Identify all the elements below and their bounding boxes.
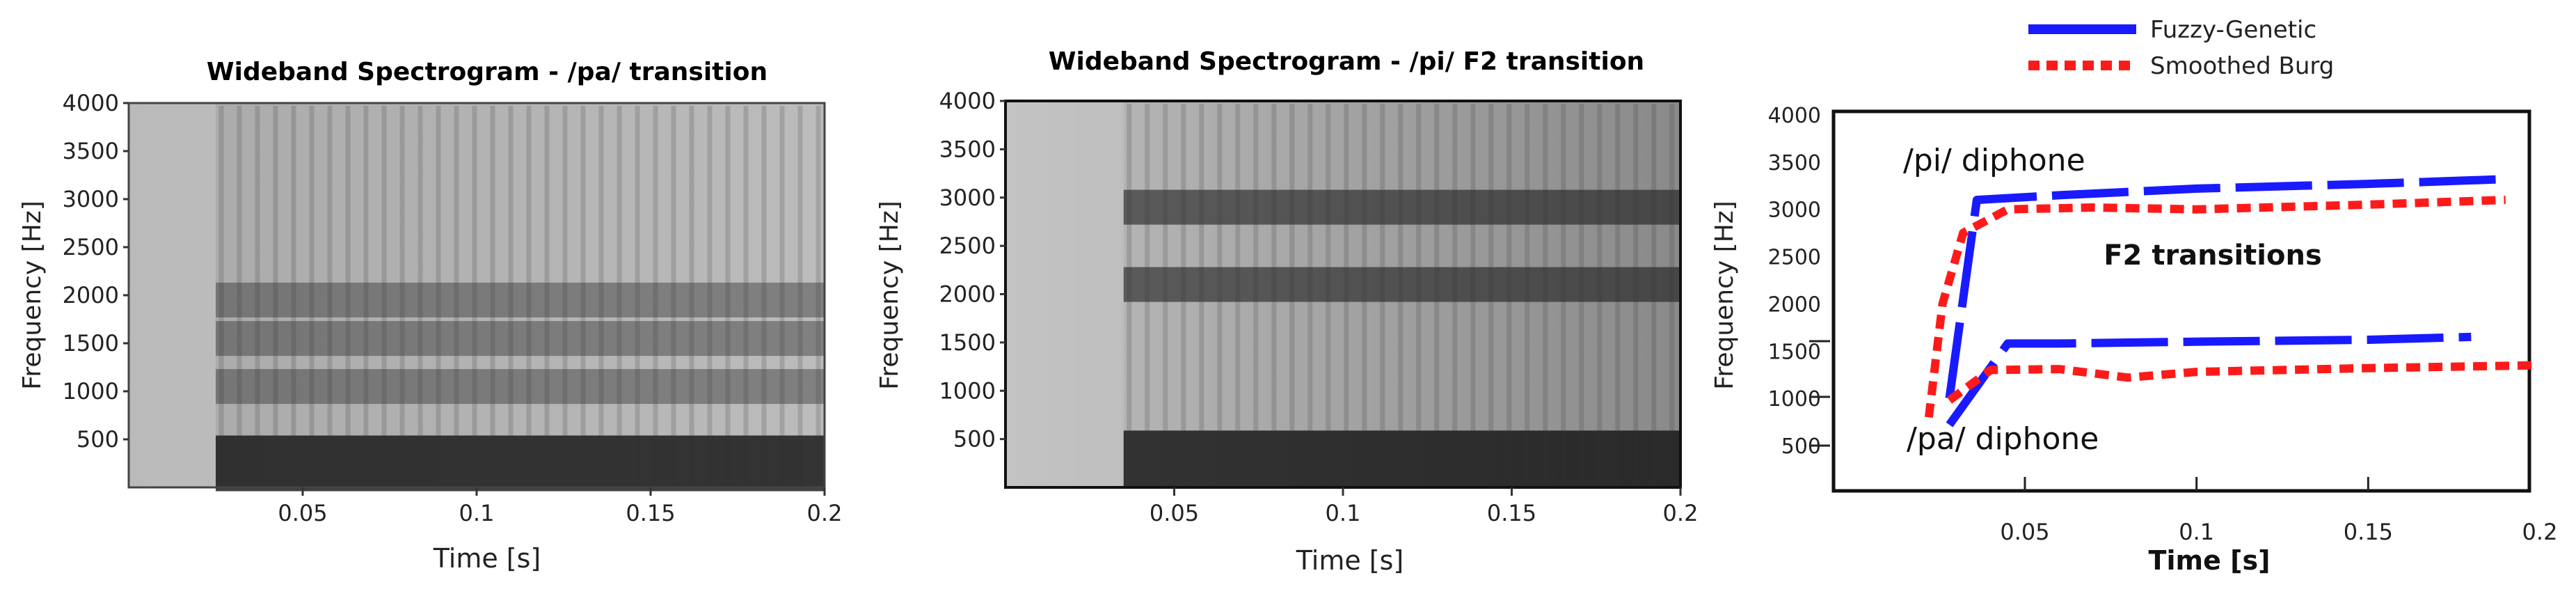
formant-band <box>216 321 825 356</box>
y-tick-label: 2500 <box>1768 246 1821 270</box>
y-tick-label: 2000 <box>1768 292 1821 317</box>
x-tick-label: 0.15 <box>2344 519 2393 545</box>
formant-band <box>1123 267 1680 302</box>
y-tick-label: 3500 <box>939 136 996 162</box>
y-tick-label: 1500 <box>63 330 119 356</box>
y-tick-label: 4000 <box>63 90 119 116</box>
x-tick-label: 0.05 <box>2000 519 2049 545</box>
f2-plot-frame <box>1831 109 2531 493</box>
pi-diphone-annotation: /pi/ diphone <box>1903 143 2085 178</box>
pi-y-axis-label: Frequency [Hz] <box>875 201 904 389</box>
y-tick-label: 500 <box>77 426 119 453</box>
formant-band <box>1123 430 1680 487</box>
pre-voicing-region <box>129 103 216 487</box>
y-tick-label: 1000 <box>1768 387 1821 411</box>
formant-band <box>216 282 825 317</box>
smoothed-burg-line <box>1924 196 2506 418</box>
pa-x-axis-label: Time [s] <box>433 543 541 574</box>
x-tick-label: 0.05 <box>1150 500 1199 526</box>
y-tick-label: 1500 <box>1768 340 1821 364</box>
y-tick-label: 3000 <box>1768 198 1821 223</box>
x-tick-label: 0.15 <box>1487 500 1536 526</box>
pre-voicing-region <box>1005 101 1124 487</box>
y-tick-label: 1000 <box>63 378 119 405</box>
y-tick-label: 2000 <box>939 281 996 308</box>
pa-spectrogram-image <box>129 103 825 487</box>
f2-transitions-panel: Fuzzy-Genetic Smoothed Burg 0.05 0.1 0.15 0… <box>1710 16 2557 576</box>
y-tick-label: 3000 <box>63 186 119 212</box>
legend: Fuzzy-Genetic Smoothed Burg <box>2028 16 2334 80</box>
pi-spectrogram-panel: Wideband Spectrogram - /pi/ F2 transitio… <box>875 47 1698 576</box>
f2-x-axis-label: Time [s] <box>2149 545 2271 576</box>
y-tick-label: 4000 <box>1768 104 1821 128</box>
x-tick-label: 0.2 <box>2522 519 2558 545</box>
pi-x-axis-label: Time [s] <box>1296 545 1404 576</box>
y-tick-label: 3500 <box>63 138 119 164</box>
y-tick-label: 2500 <box>63 234 119 260</box>
y-tick-label: 500 <box>953 426 996 453</box>
f2-y-axis-label: Frequency [Hz] <box>1710 201 1739 389</box>
pi-spectrogram-title: Wideband Spectrogram - /pi/ F2 transitio… <box>1049 47 1644 76</box>
formant-band <box>216 369 825 405</box>
x-tick-label: 0.1 <box>459 500 495 526</box>
pa-y-axis-label: Frequency [Hz] <box>18 201 47 389</box>
legend-label-smoothed-burg: Smoothed Burg <box>2150 52 2334 80</box>
y-tick-label: 3500 <box>1768 151 1821 175</box>
formant-band <box>216 435 825 492</box>
pa-spectrogram-title: Wideband Spectrogram - /pa/ transition <box>207 58 768 86</box>
x-tick-label: 0.1 <box>2179 519 2214 545</box>
y-tick-label: 2000 <box>63 282 119 308</box>
y-tick-label: 4000 <box>939 88 996 114</box>
x-tick-label: 0.15 <box>626 500 675 526</box>
y-tick-label: 2500 <box>939 233 996 259</box>
y-tick-label: 1000 <box>939 377 996 404</box>
f2-transitions-title: F2 transitions <box>2104 240 2322 272</box>
fuzzy-genetic-line <box>1946 332 2472 428</box>
x-tick-label: 0.2 <box>1663 500 1699 526</box>
pa-diphone-annotation: /pa/ diphone <box>1907 421 2099 457</box>
pa-spectrogram-panel: Wideband Spectrogram - /pa/ transition 0… <box>18 58 842 574</box>
x-tick-label: 0.1 <box>1326 500 1361 526</box>
y-tick-label: 3000 <box>939 185 996 211</box>
x-tick-label: 0.05 <box>278 500 327 526</box>
formant-band <box>1123 189 1680 225</box>
fuzzy-genetic-line <box>1945 175 2506 399</box>
smoothed-burg-line <box>1946 361 2541 404</box>
y-tick-label: 1500 <box>939 329 996 356</box>
legend-label-fuzzy-genetic: Fuzzy-Genetic <box>2150 16 2316 44</box>
x-tick-label: 0.2 <box>807 500 843 526</box>
